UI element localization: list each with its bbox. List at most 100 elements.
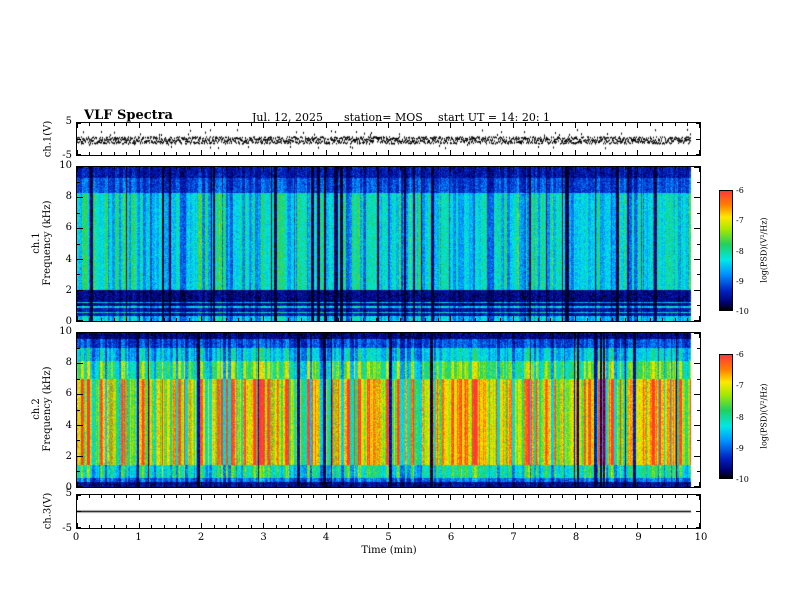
x-tick-mark xyxy=(363,123,365,126)
x-tick-mark xyxy=(425,333,427,336)
x-tick-mark xyxy=(163,495,165,498)
x-tick-mark xyxy=(213,525,215,528)
x-tick-mark xyxy=(77,495,78,500)
x-tick-mark xyxy=(275,525,277,528)
x-tick-mark xyxy=(288,495,290,498)
x-tick-mark xyxy=(288,525,290,528)
y-tick-mark xyxy=(694,320,700,321)
y-tick-mark xyxy=(694,258,700,260)
x-tick-label: 1 xyxy=(135,532,142,543)
x-tick-mark xyxy=(450,495,452,500)
x-tick-mark xyxy=(375,123,377,126)
y-tick-mark xyxy=(697,378,700,380)
x-tick-mark xyxy=(163,318,165,321)
x-tick-mark xyxy=(388,495,389,500)
x-tick-mark xyxy=(649,495,651,498)
x-tick-mark xyxy=(637,150,639,155)
x-tick-mark xyxy=(113,484,115,487)
x-tick-mark xyxy=(549,484,551,487)
x-tick-mark xyxy=(363,495,365,498)
x-tick-mark xyxy=(338,318,340,321)
x-tick-mark xyxy=(637,523,639,528)
x-tick-mark xyxy=(562,167,564,170)
x-tick-mark xyxy=(350,333,352,336)
x-tick-mark xyxy=(176,333,178,336)
x-tick-mark xyxy=(113,123,115,126)
x-tick-mark xyxy=(226,318,228,321)
x-tick-mark xyxy=(624,123,626,126)
x-tick-mark xyxy=(350,495,352,498)
x-tick-mark xyxy=(101,152,103,155)
x-tick-mark xyxy=(599,318,601,321)
date-label: Jul. 12, 2025 xyxy=(252,111,323,124)
x-tick-mark xyxy=(462,495,464,498)
x-tick-mark xyxy=(649,484,651,487)
x-tick-mark xyxy=(250,167,252,170)
y-tick-mark xyxy=(697,347,700,349)
x-tick-mark xyxy=(126,123,128,126)
y-tick-label: 10 xyxy=(59,160,72,171)
x-tick-label: 0 xyxy=(72,532,80,543)
x-tick-mark xyxy=(425,123,427,126)
x-tick-mark xyxy=(77,523,78,528)
x-tick-mark xyxy=(188,525,190,528)
x-tick-mark xyxy=(574,150,576,155)
x-tick-mark xyxy=(487,495,489,498)
y-tick-mark xyxy=(694,333,700,334)
x-tick-mark xyxy=(201,316,203,321)
x-tick-mark xyxy=(662,333,664,336)
x-tick-mark xyxy=(437,525,439,528)
x-tick-mark xyxy=(313,318,315,321)
x-tick-mark xyxy=(101,318,103,321)
x-tick-mark xyxy=(674,318,676,321)
x-tick-mark xyxy=(599,167,601,170)
x-tick-mark xyxy=(138,316,140,321)
x-tick-mark xyxy=(437,333,439,336)
x-tick-mark xyxy=(313,123,315,126)
x-tick-mark xyxy=(587,484,589,487)
x-tick-mark xyxy=(412,495,414,498)
x-tick-label: 2 xyxy=(197,532,205,543)
x-tick-mark xyxy=(226,152,228,155)
x-tick-mark xyxy=(88,333,90,336)
x-tick-mark xyxy=(599,123,601,126)
ch2-spectrogram-panel xyxy=(76,332,701,488)
colorbar-ch1-tick-labels: -6 -7 -8 -9 -10 xyxy=(736,186,758,316)
y-tick-mark xyxy=(77,228,83,230)
x-tick-mark xyxy=(226,484,228,487)
x-tick-mark xyxy=(525,333,527,336)
x-tick-mark xyxy=(437,495,439,498)
x-tick-mark xyxy=(88,484,90,487)
x-tick-mark xyxy=(375,318,377,321)
y-tick-mark xyxy=(694,228,700,230)
x-tick-mark xyxy=(176,167,178,170)
x-tick-mark xyxy=(612,333,614,336)
x-tick-mark xyxy=(113,152,115,155)
x-tick-mark xyxy=(388,316,389,321)
start-ut-label: start UT = 14: 20: 1 xyxy=(438,111,551,124)
x-tick-mark xyxy=(512,333,514,338)
x-tick-mark xyxy=(549,167,551,170)
x-tick-mark xyxy=(537,525,539,528)
x-tick-mark xyxy=(699,123,700,128)
x-tick-mark xyxy=(412,152,414,155)
x-tick-mark xyxy=(500,484,502,487)
x-tick-mark xyxy=(400,167,402,170)
x-tick-mark xyxy=(637,333,639,338)
x-tick-mark xyxy=(687,333,689,336)
x-tick-mark xyxy=(226,167,228,170)
x-tick-mark xyxy=(525,318,527,321)
colorbar-ch2-label: log(PSD)(V²/Hz) xyxy=(759,383,769,449)
y-tick-mark xyxy=(77,486,83,487)
x-tick-mark xyxy=(288,333,290,336)
x-tick-mark xyxy=(624,495,626,498)
ch2-spectrogram-ytick-labels: 0 2 4 6 8 10 xyxy=(50,327,72,493)
x-tick-mark xyxy=(176,318,178,321)
x-tick-mark xyxy=(450,523,452,528)
x-tick-mark xyxy=(549,333,551,336)
x-tick-mark xyxy=(674,123,676,126)
y-tick-mark xyxy=(77,181,80,183)
x-tick-mark xyxy=(238,484,240,487)
colorbar-tick-label: -8 xyxy=(736,412,744,422)
